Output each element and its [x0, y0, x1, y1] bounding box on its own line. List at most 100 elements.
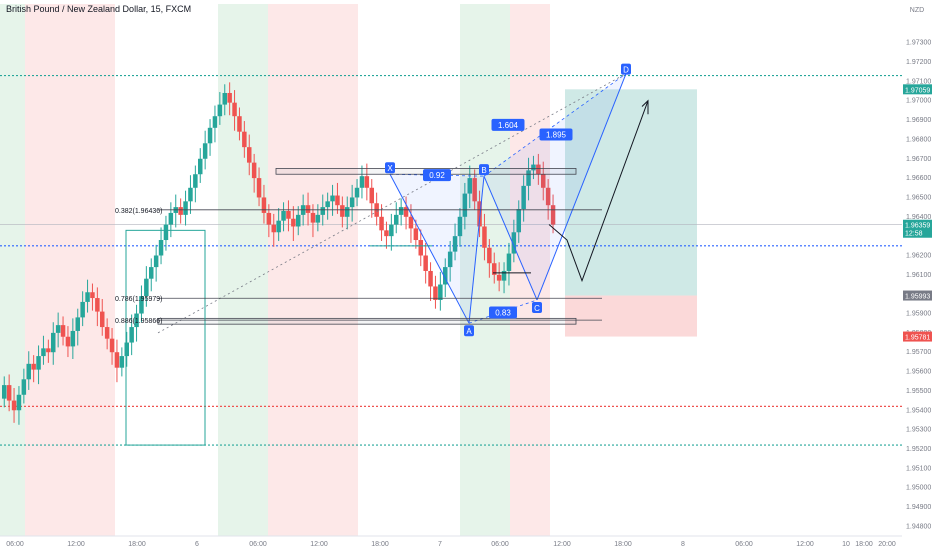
time-tick: 20:00: [878, 541, 896, 548]
pattern-leg[interactable]: [483, 175, 538, 301]
pattern-point-badge[interactable]: [479, 164, 489, 176]
session-band: [268, 4, 358, 536]
candle-body: [359, 176, 365, 188]
candle-body: [384, 230, 389, 237]
projection-path[interactable]: [548, 100, 649, 283]
price-axis[interactable]: NZD 1.97300 1.97200 1.97100 1.97000 1.96900 1.…: [902, 0, 932, 550]
stop-zone[interactable]: [565, 295, 697, 337]
support-box[interactable]: [157, 317, 577, 325]
pattern-ratio-line: [483, 73, 627, 177]
time-tick: 18:00: [371, 541, 389, 548]
pattern-fill-bcd: [484, 73, 626, 300]
price-tick: 1.96900: [906, 117, 931, 124]
candle-body: [364, 176, 370, 188]
projection-arrowhead: [641, 99, 649, 115]
candle-body: [207, 127, 213, 144]
time-tick: 18:00: [855, 541, 873, 548]
price-tag: [903, 290, 932, 301]
price-tick: 1.94900: [906, 504, 931, 511]
ratio-badge: [491, 118, 525, 131]
ratio-label: 1.604: [498, 121, 519, 130]
candle-body: [2, 385, 7, 399]
chart-title: British Pound / New Zealand Dollar, 15, …: [6, 4, 191, 14]
candle-body: [198, 158, 203, 175]
time-tick: 12:00: [310, 541, 328, 548]
session-band: [0, 4, 25, 536]
pattern-point-badge[interactable]: [464, 325, 474, 337]
candle-body: [55, 325, 61, 333]
target-zone[interactable]: [565, 89, 697, 296]
candle-body: [472, 178, 477, 202]
candle-body: [193, 174, 198, 188]
candle-body: [114, 352, 120, 368]
candle-body: [168, 212, 174, 225]
candle-body: [109, 338, 115, 353]
candle-body: [90, 292, 95, 299]
trend-line[interactable]: [157, 73, 627, 334]
candle-body: [124, 342, 129, 357]
pattern-fill-xab: [390, 174, 484, 324]
ratio-badge: [489, 306, 517, 319]
price-tick: 1.96800: [906, 136, 931, 143]
candle-body: [16, 394, 22, 411]
candle-body: [423, 255, 428, 271]
session-band: [510, 4, 550, 536]
candle-body: [281, 210, 286, 221]
pattern-leg[interactable]: [536, 73, 627, 301]
session-band: [218, 4, 268, 536]
range-box[interactable]: [125, 229, 206, 446]
candle-body: [521, 185, 526, 210]
candle-body: [227, 92, 232, 103]
pattern-point-label: B: [481, 166, 486, 175]
candle-body: [100, 311, 105, 328]
price-tick: 1.95700: [906, 349, 931, 356]
candle-body: [389, 224, 394, 237]
candle-body: [330, 195, 335, 202]
pattern-point-label: D: [623, 66, 629, 75]
time-tick: 18:00: [614, 541, 632, 548]
candle-body: [335, 195, 340, 206]
price-tick: 1.95100: [906, 465, 931, 472]
candle-body: [320, 207, 325, 215]
candle-body: [134, 313, 139, 328]
candle-body: [104, 327, 110, 339]
pattern-point-label: C: [534, 304, 540, 313]
candle-body: [60, 325, 66, 337]
price-tick: 1.95500: [906, 388, 931, 395]
session-band: [25, 4, 115, 536]
price-tick: 1.97000: [906, 98, 931, 105]
candle-body: [457, 216, 463, 237]
candle-body: [531, 164, 536, 171]
price-tick: 1.95400: [906, 407, 931, 414]
candle-body: [85, 292, 90, 302]
price-tick: 1.96100: [906, 272, 931, 279]
candle-body: [242, 131, 247, 148]
fib-label: 0.786(1.95979): [115, 296, 162, 303]
price-tick: 1.95200: [906, 446, 931, 453]
candle-body: [433, 286, 438, 300]
pattern-point-badge[interactable]: [621, 63, 631, 75]
candle-body: [247, 147, 252, 163]
candle-body: [447, 251, 453, 268]
candle-body: [477, 201, 482, 227]
candle-body: [286, 210, 291, 219]
ratio-badge: [423, 169, 451, 182]
candle-body: [345, 207, 350, 217]
time-tick: 12:00: [796, 541, 814, 548]
candle-body: [153, 255, 159, 268]
ratio-label: 0.83: [495, 309, 511, 318]
pattern-point-badge[interactable]: [385, 162, 395, 174]
price-tag: [903, 219, 932, 238]
candle-body: [276, 220, 281, 233]
pattern-leg[interactable]: [468, 176, 485, 324]
candle-body: [408, 216, 414, 229]
candle-body: [452, 236, 458, 252]
currency-label: NZD: [910, 7, 924, 14]
candle-body: [139, 296, 144, 314]
candle-body: [31, 363, 36, 370]
price-tag-label: 1.95993: [905, 294, 930, 301]
pattern-point-badge[interactable]: [532, 301, 542, 313]
time-axis[interactable]: 06:00 12:00 18:00 6 06:00 12:00 18:00 7 06:00 12:…: [0, 535, 902, 548]
candle-body: [438, 284, 443, 300]
